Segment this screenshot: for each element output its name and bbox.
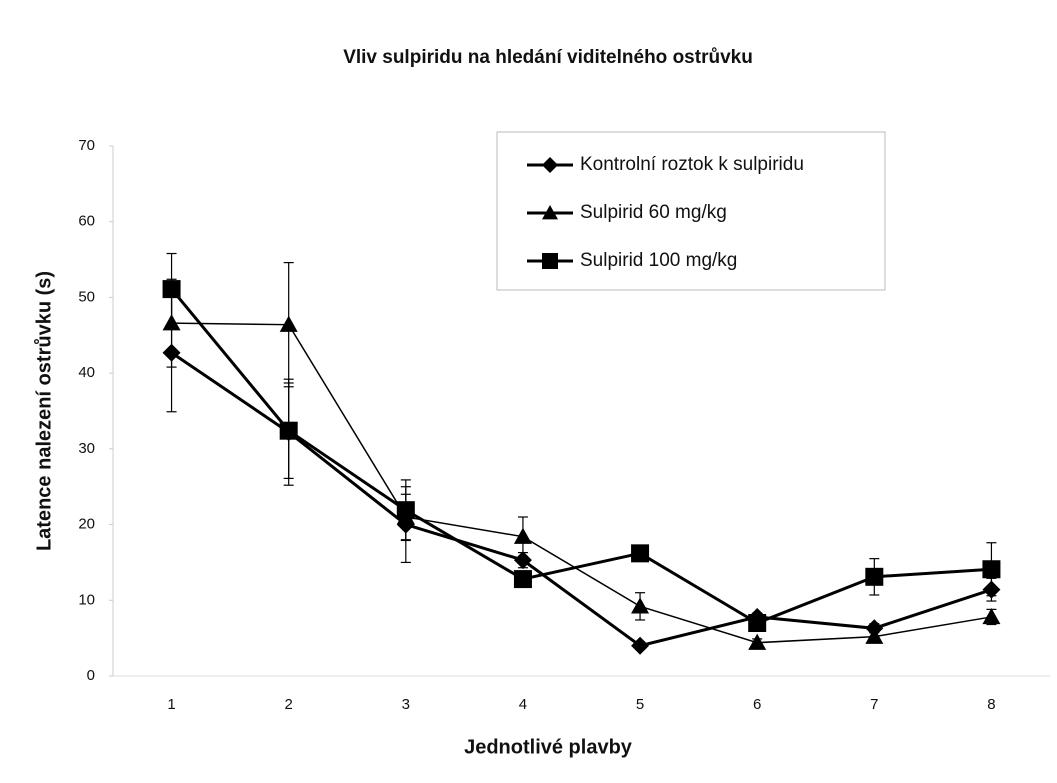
y-tick-label: 60 (78, 213, 95, 230)
legend-label: Sulpirid 100 mg/kg (580, 250, 737, 271)
marker (162, 280, 181, 299)
x-tick-label: 2 (285, 696, 293, 713)
x-tick-label: 1 (167, 696, 175, 713)
y-tick-label: 50 (78, 288, 95, 305)
marker (279, 421, 298, 440)
series-line (170, 288, 992, 625)
marker (542, 253, 558, 269)
marker (513, 570, 532, 589)
marker (865, 567, 884, 586)
x-tick-label: 6 (753, 696, 761, 713)
x-tick-label: 5 (636, 696, 644, 713)
legend-label: Sulpirid 60 mg/kg (580, 202, 727, 223)
series-line (171, 322, 992, 644)
legend-label: Kontrolní roztok k sulpiridu (580, 154, 804, 175)
marker (748, 633, 767, 650)
marker (748, 614, 767, 632)
marker (865, 627, 884, 644)
marker (631, 636, 650, 655)
marker (631, 544, 650, 563)
marker (542, 157, 558, 173)
y-tick-label: 0 (87, 667, 95, 684)
y-tick-label: 10 (78, 591, 95, 608)
marker (982, 560, 1001, 579)
y-tick-label: 70 (78, 137, 95, 154)
x-tick-label: 7 (870, 696, 878, 713)
x-tick-label: 4 (519, 696, 527, 713)
chart-title: Vliv sulpiridu na hledání viditelného os… (343, 47, 753, 68)
y-tick-label: 30 (78, 440, 95, 457)
x-tick-label: 8 (987, 696, 995, 713)
x-axis-title: Jednotlivé plavby (464, 736, 633, 758)
legend-box (496, 131, 886, 291)
series-line (170, 351, 992, 648)
marker (396, 501, 415, 520)
marker (513, 527, 532, 544)
marker (982, 607, 1001, 625)
y-tick-label: 40 (78, 364, 95, 381)
y-axis-title: Latence nalezení ostrůvku (s) (33, 271, 55, 551)
marker (631, 597, 650, 614)
marker (279, 315, 298, 332)
marker (513, 551, 532, 570)
y-tick-label: 20 (78, 516, 95, 533)
marker (542, 205, 558, 220)
x-tick-label: 3 (402, 696, 410, 713)
